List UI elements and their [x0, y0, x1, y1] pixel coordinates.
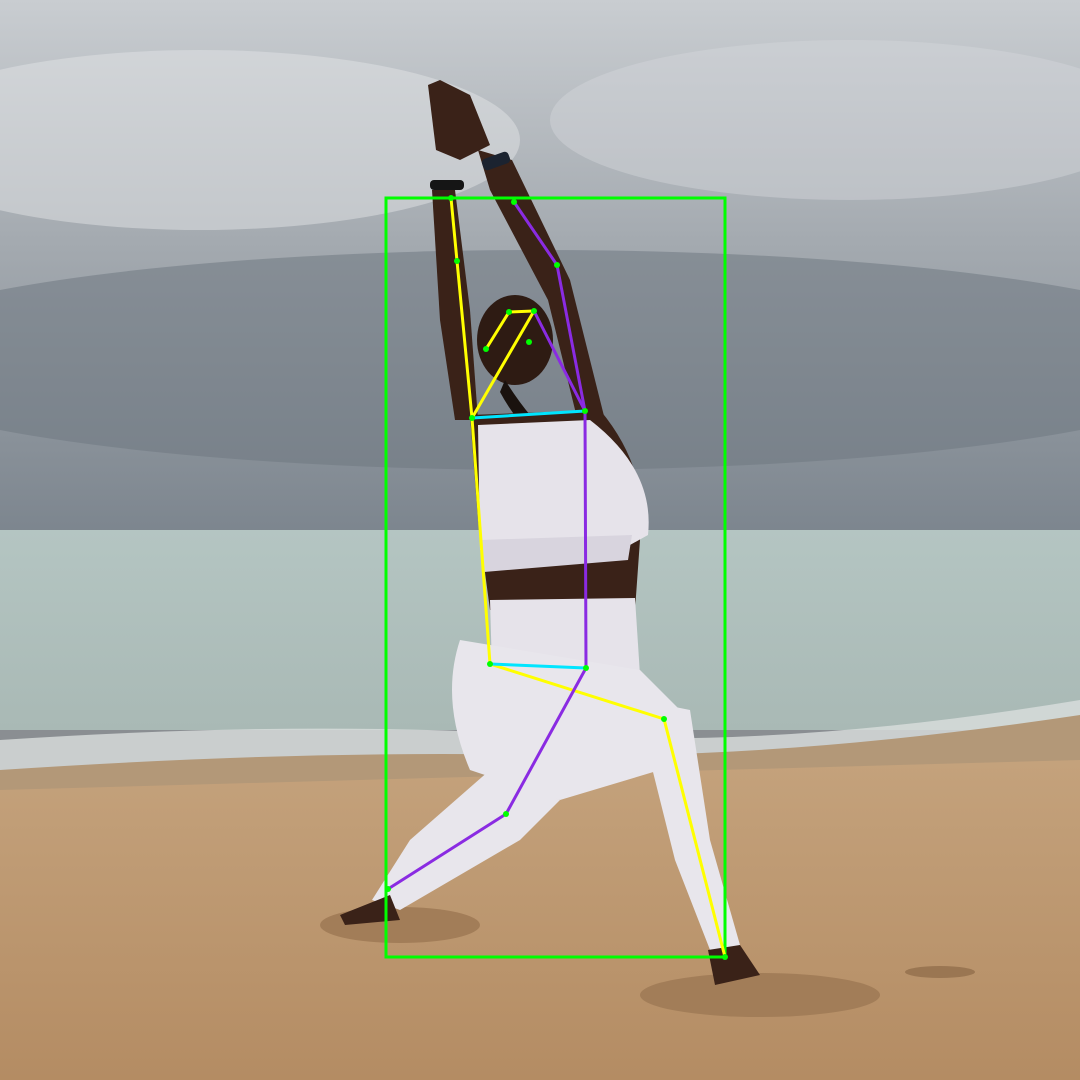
- limb-elbow-shoulder-left: [455, 259, 474, 420]
- keypoint: [385, 886, 391, 892]
- keypoint: [722, 954, 728, 960]
- limb-knee-ankle-left: [662, 717, 727, 959]
- keypoint: [531, 308, 537, 314]
- right-skeleton: [386, 200, 588, 891]
- limb-eye-ear-left: [484, 310, 511, 351]
- cloud-band: [0, 50, 520, 230]
- keypoints: [385, 195, 728, 960]
- limb-elbow-shoulder-right: [555, 263, 587, 413]
- limb-wrist-elbow-left: [449, 196, 459, 263]
- sand-pile: [320, 907, 480, 943]
- limb-shoulder-hip-right: [583, 409, 588, 670]
- limb-shoulder-hip-left: [470, 416, 492, 666]
- right-arm: [478, 150, 605, 430]
- keypoint: [661, 716, 667, 722]
- limb-knee-ankle-right: [386, 812, 508, 891]
- sand-pile: [905, 966, 975, 978]
- head: [477, 295, 553, 385]
- cloud-band: [550, 40, 1080, 200]
- keypoint: [503, 811, 509, 817]
- limb-hips: [488, 662, 588, 670]
- back-leg: [640, 700, 740, 955]
- keypoint: [583, 665, 589, 671]
- keypoint: [448, 195, 454, 201]
- limb-hip-knee-left: [488, 662, 666, 721]
- limb-hip-knee-right: [504, 666, 588, 816]
- keypoint: [526, 339, 532, 345]
- bracelet: [430, 180, 464, 190]
- keypoint: [511, 199, 517, 205]
- limb-wrist-elbow-right: [512, 200, 559, 267]
- keypoint: [582, 408, 588, 414]
- sand-pile: [640, 973, 880, 1017]
- keypoint: [554, 262, 560, 268]
- keypoint: [454, 258, 460, 264]
- bounding-box: [384, 196, 727, 959]
- limb-shoulder-eye-right: [532, 309, 587, 413]
- front-thigh: [452, 640, 690, 800]
- keypoint: [487, 661, 493, 667]
- pose-overlay: [384, 195, 728, 960]
- limb-eye-nose: [507, 309, 536, 314]
- sports-bra: [478, 420, 649, 550]
- hands: [428, 80, 490, 160]
- limb-shoulders: [470, 409, 587, 420]
- back-foot: [708, 945, 760, 985]
- limb-shoulder-ear-left: [470, 309, 536, 420]
- watch: [481, 151, 511, 171]
- keypoint: [469, 415, 475, 421]
- keypoint: [483, 346, 489, 352]
- left-skeleton: [449, 196, 727, 959]
- bra-band: [480, 535, 632, 572]
- torso-cross: [470, 409, 588, 670]
- keypoint: [506, 309, 512, 315]
